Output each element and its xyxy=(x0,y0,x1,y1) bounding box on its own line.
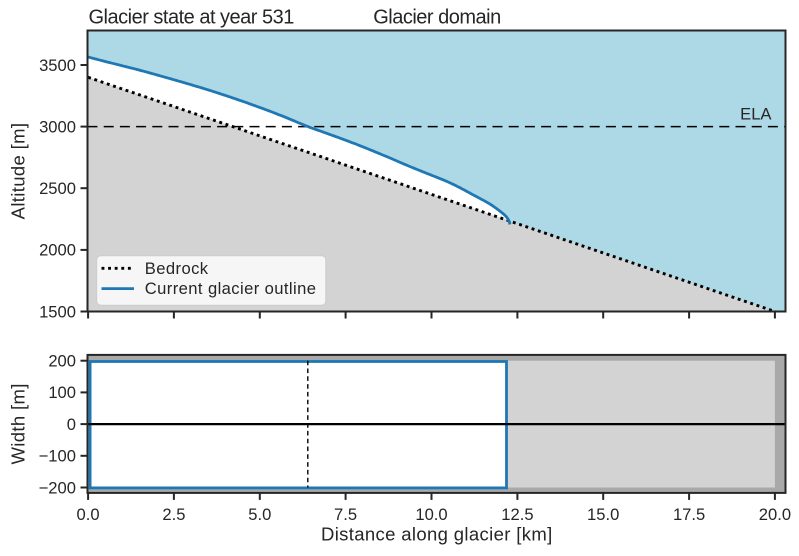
svg-text:7.5: 7.5 xyxy=(334,505,357,524)
svg-text:Distance along glacier [km]: Distance along glacier [km] xyxy=(321,523,553,544)
svg-text:3000: 3000 xyxy=(39,117,76,136)
svg-text:1500: 1500 xyxy=(39,302,76,321)
svg-text:5.0: 5.0 xyxy=(248,505,271,524)
svg-text:2500: 2500 xyxy=(39,179,76,198)
svg-text:Current glacier outline: Current glacier outline xyxy=(145,279,317,298)
svg-text:20.0: 20.0 xyxy=(759,505,791,524)
svg-text:−100: −100 xyxy=(39,447,76,466)
svg-text:2000: 2000 xyxy=(39,241,76,260)
svg-text:Glacier domain: Glacier domain xyxy=(373,6,501,28)
svg-text:Altitude [m]: Altitude [m] xyxy=(8,123,29,220)
svg-text:200: 200 xyxy=(48,352,76,371)
svg-text:10.0: 10.0 xyxy=(415,505,447,524)
svg-text:0: 0 xyxy=(67,415,76,434)
svg-text:Width [m]: Width [m] xyxy=(8,383,29,464)
svg-text:ELA: ELA xyxy=(740,105,772,124)
svg-text:−200: −200 xyxy=(39,478,76,497)
svg-text:15.0: 15.0 xyxy=(587,505,619,524)
svg-text:Bedrock: Bedrock xyxy=(145,259,209,278)
svg-text:3500: 3500 xyxy=(39,56,76,75)
svg-text:100: 100 xyxy=(48,383,76,402)
svg-text:12.5: 12.5 xyxy=(501,505,533,524)
svg-text:0.0: 0.0 xyxy=(77,505,100,524)
svg-text:17.5: 17.5 xyxy=(673,505,705,524)
svg-text:2.5: 2.5 xyxy=(162,505,185,524)
svg-text:Glacier state at year 531: Glacier state at year 531 xyxy=(89,6,295,28)
